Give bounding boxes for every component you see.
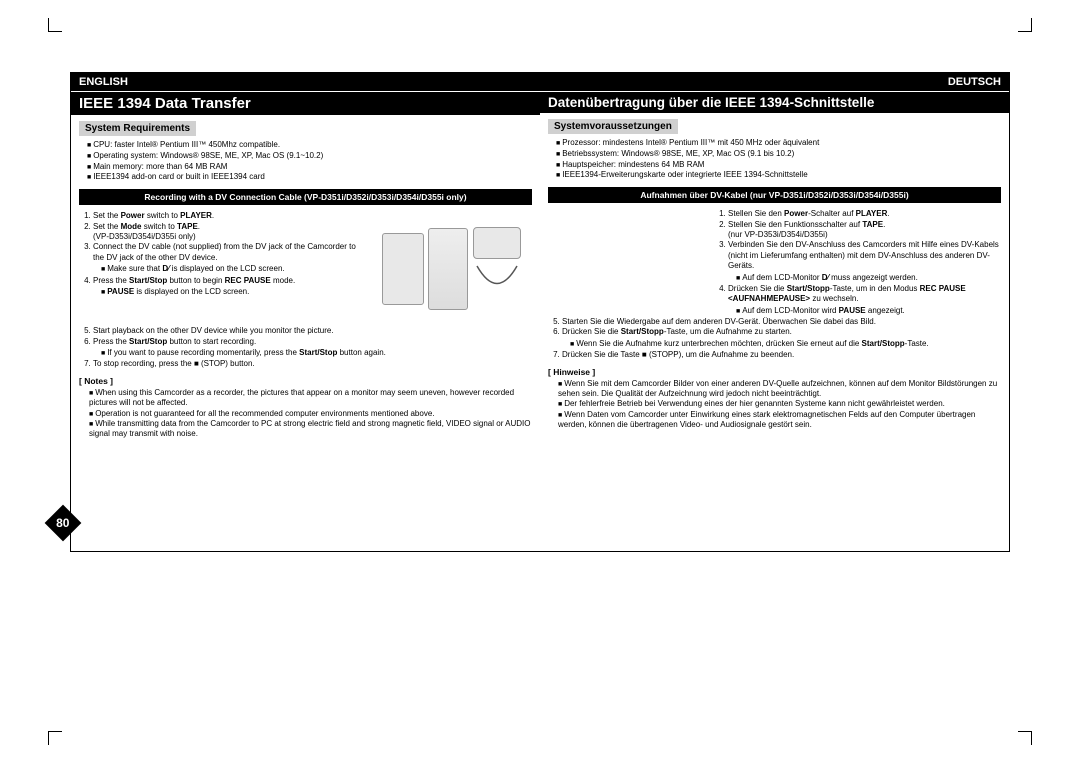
recording-bar-de: Aufnahmen über DV-Kabel (nur VP-D351i/D3… — [548, 187, 1001, 203]
pc-backpanel-icon — [428, 228, 468, 310]
list-item: When using this Camcorder as a recorder,… — [89, 388, 532, 409]
list-item: Prozessor: mindestens Intel® Pentium III… — [556, 138, 1001, 149]
instructions-en-b: Start playback on the other DV device wh… — [71, 326, 540, 370]
step-item: Set the Power switch to PLAYER. — [93, 211, 366, 221]
crop-mark — [48, 18, 62, 32]
crop-mark — [48, 731, 62, 745]
list-item: Main memory: more than 64 MB RAM — [87, 162, 532, 173]
list-item: Operation is not guaranteed for all the … — [89, 409, 532, 419]
page-title-de: Datenübertragung über die IEEE 1394-Schn… — [540, 91, 1009, 113]
notes-list-en: When using this Camcorder as a recorder,… — [71, 388, 540, 446]
step-item: Drücken Sie die Start/Stopp-Taste, um in… — [728, 284, 1001, 316]
connection-illustration — [372, 211, 532, 326]
step-item: To stop recording, press the ■ (STOP) bu… — [93, 359, 532, 369]
step-item: Verbinden Sie den DV-Anschluss des Camco… — [728, 240, 1001, 283]
camcorder-icon — [473, 227, 521, 259]
step-item: Starten Sie die Wiedergabe auf dem ander… — [562, 317, 1001, 327]
list-item: Wenn Sie mit dem Camcorder Bilder von ei… — [558, 379, 1001, 400]
pc-tower-icon — [382, 233, 424, 305]
instructions-de-b: Starten Sie die Wiedergabe auf dem ander… — [540, 317, 1009, 361]
step-item: Stellen Sie den Power-Schalter auf PLAYE… — [728, 209, 1001, 219]
crop-mark — [1018, 731, 1032, 745]
step-item: Start playback on the other DV device wh… — [93, 326, 532, 336]
language-label-de: DEUTSCH — [540, 73, 1009, 91]
instructions-de-a: Stellen Sie den Power-Schalter auf PLAYE… — [714, 209, 1001, 317]
column-deutsch: DEUTSCH Datenübertragung über die IEEE 1… — [540, 73, 1009, 551]
list-item: Der fehlerfreie Betrieb bei Verwendung e… — [558, 399, 1001, 409]
step-item: Stellen Sie den Funktionsschalter auf TA… — [728, 220, 1001, 241]
notes-head-en: [ Notes ] — [71, 370, 540, 388]
step-item: Set the Mode switch to TAPE.(VP-D353i/D3… — [93, 222, 366, 243]
step-item: Press the Start/Stop button to start rec… — [93, 337, 532, 359]
step-item: Drücken Sie die Start/Stopp-Taste, um di… — [562, 327, 1001, 349]
notes-head-de: [ Hinweise ] — [540, 361, 1009, 379]
cable-icon — [472, 261, 522, 311]
instructions-en-a: Set the Power switch to PLAYER.Set the M… — [79, 211, 366, 326]
step-item: Press the Start/Stop button to begin REC… — [93, 276, 366, 298]
list-item: CPU: faster Intel® Pentium III™ 450Mhz c… — [87, 140, 532, 151]
list-item: IEEE1394-Erweiterungskarte oder integrie… — [556, 170, 1001, 181]
list-item: Operating system: Windows® 98SE, ME, XP,… — [87, 151, 532, 162]
sysreq-list-en: CPU: faster Intel® Pentium III™ 450Mhz c… — [71, 140, 540, 183]
crop-mark — [1018, 18, 1032, 32]
list-item: While transmitting data from the Camcord… — [89, 419, 532, 440]
list-item: Hauptspeicher: mindestens 64 MB RAM — [556, 160, 1001, 171]
step-item: Connect the DV cable (not supplied) from… — [93, 242, 366, 274]
sysreq-head-en: System Requirements — [79, 121, 196, 136]
list-item: IEEE1394 add-on card or built in IEEE139… — [87, 172, 532, 183]
step-item: Drücken Sie die Taste ■ (STOPP), um die … — [562, 350, 1001, 360]
list-item: Wenn Daten vom Camcorder unter Einwirkun… — [558, 410, 1001, 431]
sysreq-list-de: Prozessor: mindestens Intel® Pentium III… — [540, 138, 1009, 181]
sysreq-head-de: Systemvoraussetzungen — [548, 119, 678, 134]
manual-page: ENGLISH IEEE 1394 Data Transfer System R… — [70, 72, 1010, 552]
language-label-en: ENGLISH — [71, 73, 540, 91]
page-title-en: IEEE 1394 Data Transfer — [71, 91, 540, 115]
recording-bar-en: Recording with a DV Connection Cable (VP… — [79, 189, 532, 205]
list-item: Betriebssystem: Windows® 98SE, ME, XP, M… — [556, 149, 1001, 160]
column-english: ENGLISH IEEE 1394 Data Transfer System R… — [71, 73, 540, 551]
notes-list-de: Wenn Sie mit dem Camcorder Bilder von ei… — [540, 379, 1009, 437]
